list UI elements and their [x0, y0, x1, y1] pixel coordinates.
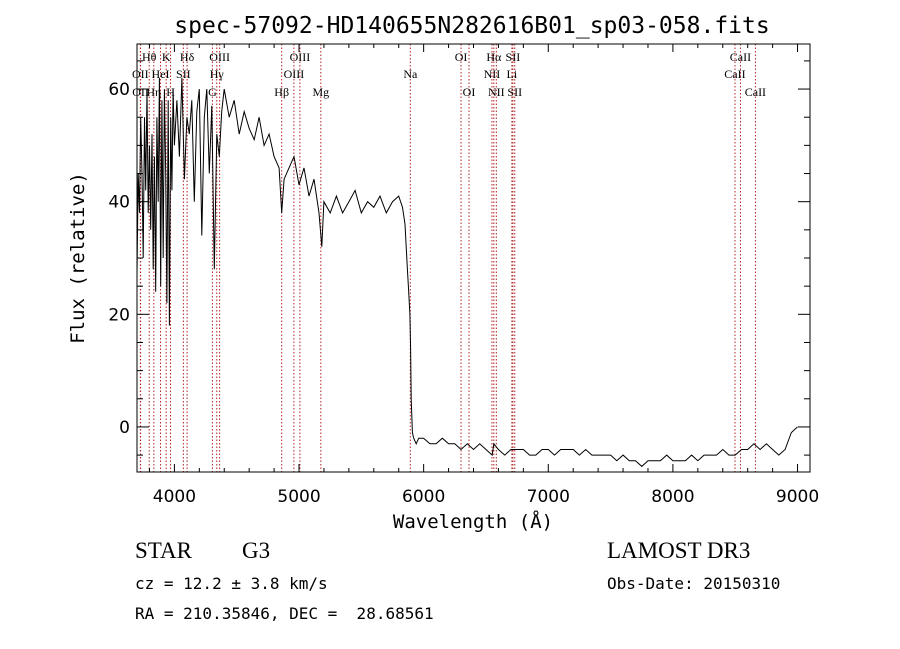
y-tick-label: 0	[119, 418, 130, 438]
marker-label: Hη	[146, 85, 161, 99]
y-tick-label: 60	[108, 80, 130, 100]
x-tick-label: 5000	[277, 487, 320, 507]
x-tick-label: 7000	[527, 487, 570, 507]
marker-label: Hγ	[210, 67, 225, 81]
y-tick-label: 40	[108, 193, 130, 213]
redshift-cz: cz = 12.2 ± 3.8 km/s	[135, 574, 328, 593]
marker-label: Hα	[486, 50, 502, 64]
marker-label: NII	[488, 85, 505, 99]
marker-label: G	[208, 85, 217, 99]
marker-label: CaII	[745, 85, 766, 99]
marker-label: CaII	[724, 67, 745, 81]
object-class: STAR	[135, 538, 192, 563]
plot-frame	[136, 43, 811, 473]
marker-label: OI	[463, 85, 476, 99]
marker-label: SII	[176, 67, 191, 81]
marker-label: OII	[132, 85, 149, 99]
spectrum-line	[136, 77, 798, 468]
y-tick-label: 20	[108, 305, 130, 325]
marker-label: OIII	[284, 67, 305, 81]
x-tick-label: 9000	[776, 487, 819, 507]
marker-label: SII	[507, 85, 522, 99]
marker-label: Na	[403, 67, 418, 81]
x-tick-label: 8000	[651, 487, 694, 507]
marker-label: OI	[455, 50, 468, 64]
x-axis-label: Wavelength (Å)	[393, 510, 553, 533]
survey-name: LAMOST DR3	[607, 538, 751, 563]
x-axis-ticks: 4000 5000 6000 7000 8000 9000	[148, 44, 819, 507]
chart-title: spec-57092-HD140655N282616B01_sp03-058.f…	[174, 13, 769, 39]
x-tick-label: 4000	[153, 487, 196, 507]
marker-label: Li	[507, 67, 518, 81]
marker-label: Hδ	[180, 50, 195, 64]
object-subclass: G3	[242, 538, 271, 563]
marker-label: OIII	[209, 50, 230, 64]
observation-date: Obs-Date: 20150310	[607, 574, 781, 593]
marker-label: H	[166, 85, 175, 99]
marker-label: HeI	[152, 67, 170, 81]
emission-line-markers	[139, 44, 756, 472]
marker-label: SII	[506, 50, 521, 64]
marker-label: Hβ	[274, 85, 289, 99]
marker-label: OIII	[290, 50, 311, 64]
marker-label: OII	[132, 67, 149, 81]
y-axis-label: Flux (relative)	[67, 172, 89, 344]
y-axis-ticks: 0 20 40 60	[108, 60, 810, 456]
marker-label: Mg	[312, 85, 329, 99]
marker-label: CaII	[730, 50, 751, 64]
x-tick-label: 6000	[402, 487, 445, 507]
marker-label: Hθ	[142, 50, 157, 64]
marker-label: NII	[484, 67, 501, 81]
coordinates: RA = 210.35846, DEC = 28.68561	[135, 604, 434, 623]
marker-label: K	[162, 50, 171, 64]
